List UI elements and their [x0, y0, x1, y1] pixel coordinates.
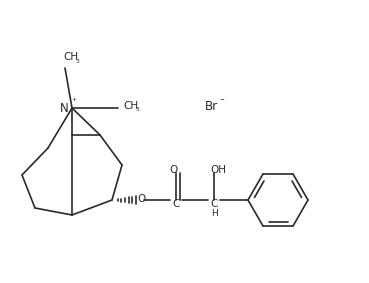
- Text: OH: OH: [210, 165, 226, 175]
- Text: C: C: [210, 199, 218, 209]
- Text: Br: Br: [205, 100, 218, 113]
- Text: H: H: [211, 209, 217, 218]
- Text: N: N: [60, 102, 68, 115]
- Text: $_3$: $_3$: [135, 106, 140, 115]
- Text: $^-$: $^-$: [218, 95, 225, 104]
- Text: $_3$: $_3$: [75, 57, 80, 65]
- Text: CH: CH: [123, 101, 138, 111]
- Text: O: O: [169, 165, 177, 175]
- Text: CH: CH: [63, 52, 78, 62]
- Text: O: O: [137, 194, 145, 204]
- Text: $^+$: $^+$: [70, 97, 77, 106]
- Text: C: C: [172, 199, 180, 209]
